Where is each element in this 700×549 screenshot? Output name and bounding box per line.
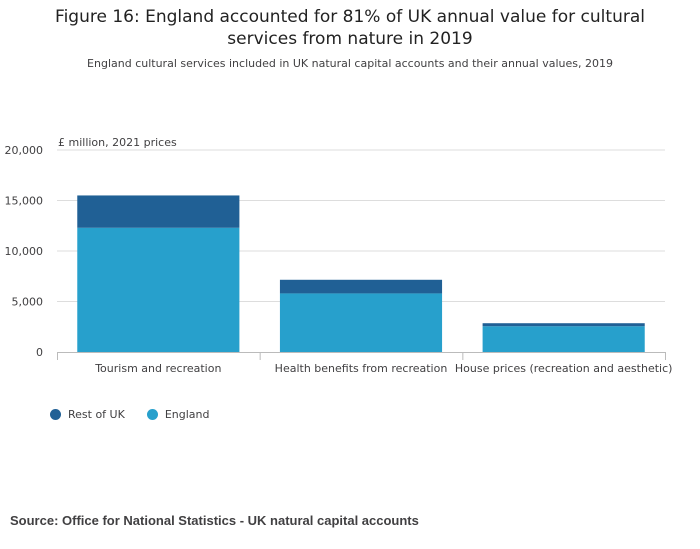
legend-swatch-england — [146, 409, 158, 420]
bar-rest-of-uk-2 — [482, 323, 645, 327]
x-tick-label-2: House prices (recreation and aesthetic) — [455, 362, 673, 375]
bar-rest-of-uk-1 — [279, 279, 443, 294]
bar-england-1 — [279, 293, 443, 352]
legend-item-england[interactable]: England — [146, 408, 210, 421]
legend-label-rest-of-uk: Rest of UK — [68, 408, 125, 421]
chart-title-line-1: Figure 16: England accounted for 81% of … — [55, 7, 645, 27]
source-note: Source: Office for National Statistics -… — [10, 513, 419, 528]
legend-label-england: England — [164, 408, 210, 421]
y-tick-label-2: 10,000 — [5, 245, 44, 258]
legend: Rest of UK England — [50, 408, 209, 421]
y-tick-label-3: 15,000 — [5, 195, 44, 208]
y-tick-label-4: 20,000 — [5, 144, 44, 157]
bar-rest-of-uk-0 — [77, 195, 240, 228]
y-tick-label-0: 0 — [36, 346, 43, 359]
chart-subtitle: England cultural services included in UK… — [87, 57, 613, 70]
chart-title: Figure 16: England accounted for 81% of … — [0, 6, 700, 50]
chart-title-line-2: services from nature in 2019 — [227, 29, 473, 49]
legend-item-rest-of-uk[interactable]: Rest of UK — [50, 408, 125, 421]
legend-swatch-rest-of-uk — [50, 409, 61, 420]
bar-england-0 — [77, 227, 240, 352]
y-axis-units-label: £ million, 2021 prices — [58, 136, 177, 149]
bar-england-2 — [482, 326, 645, 352]
x-tick-label-0: Tourism and recreation — [94, 362, 221, 375]
y-tick-label-1: 5,000 — [12, 296, 44, 309]
x-tick-label-1: Health benefits from recreation — [275, 362, 448, 375]
